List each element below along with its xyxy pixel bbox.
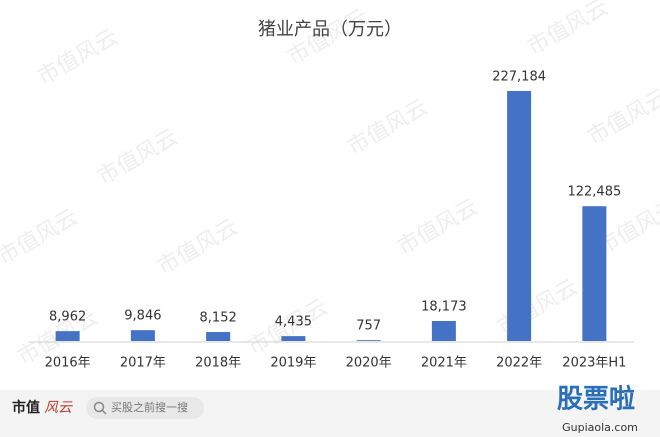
- chart-title: 猪业产品（万元）: [258, 19, 402, 40]
- x-tick-label: 2022年: [496, 356, 542, 371]
- value-label: 8,152: [200, 311, 237, 326]
- x-tick-label: 2023年H1: [562, 356, 626, 371]
- search-icon: [93, 401, 105, 413]
- x-tick-label: 2016年: [45, 356, 91, 371]
- bar: [206, 332, 231, 341]
- bar: [582, 206, 607, 341]
- bar: [356, 340, 381, 341]
- site-logo: 股票啦: [557, 384, 635, 415]
- bar: [431, 321, 456, 341]
- bar: [281, 336, 306, 341]
- value-label: 757: [356, 319, 381, 334]
- footer-brand-mark: 风云: [44, 400, 73, 416]
- value-label: 18,173: [421, 300, 467, 315]
- bar: [55, 331, 80, 341]
- x-tick-label: 2017年: [120, 356, 166, 371]
- x-tick-label: 2019年: [270, 356, 316, 371]
- x-tick-label: 2018年: [195, 356, 241, 371]
- search-icon: [101, 409, 107, 415]
- value-label: 8,962: [49, 310, 86, 325]
- value-label: 9,846: [124, 309, 161, 324]
- site-url: Gupiaola.com: [562, 421, 638, 434]
- value-label: 4,435: [275, 315, 312, 330]
- value-label: 122,485: [567, 185, 621, 200]
- x-tick-label: 2021年: [421, 356, 467, 371]
- search-placeholder: 买股之前搜一搜: [111, 400, 188, 414]
- value-label: 227,184: [492, 70, 546, 85]
- footer-brand: 市值: [12, 399, 40, 416]
- x-tick-label: 2020年: [346, 356, 392, 371]
- bar: [507, 91, 532, 341]
- bar: [130, 330, 155, 341]
- search-box[interactable]: [86, 397, 204, 419]
